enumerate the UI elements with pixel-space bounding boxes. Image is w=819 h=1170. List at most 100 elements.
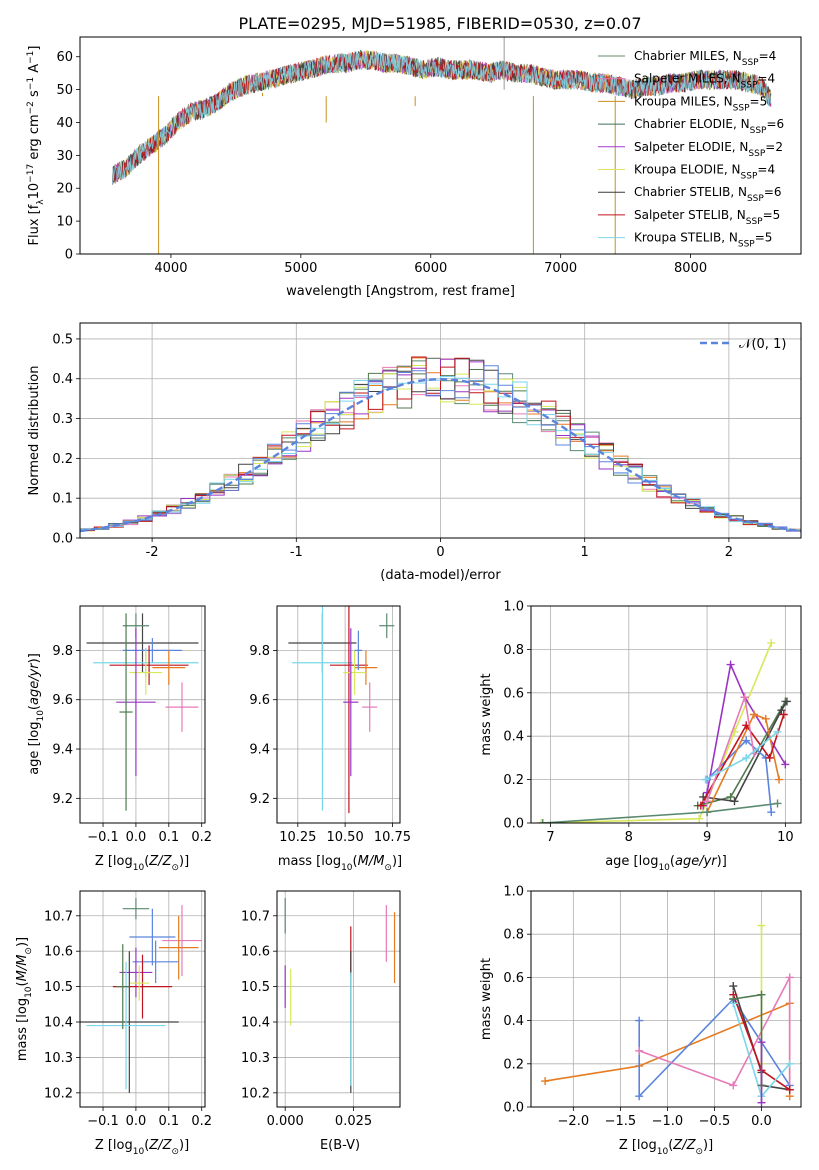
weight-point bbox=[742, 753, 751, 762]
y-tick-label: 9.4 bbox=[52, 743, 73, 758]
x-tick-label: 0.0 bbox=[126, 1114, 147, 1129]
x-tick-label: 0.025 bbox=[335, 1114, 372, 1129]
weight-point bbox=[703, 808, 712, 817]
weight-point bbox=[775, 775, 784, 784]
x-axis-label: mass [log10(M/M⊙)] bbox=[278, 854, 402, 873]
histogram-series bbox=[80, 365, 801, 532]
y-tick-label: 20 bbox=[56, 182, 73, 197]
y-tick-label: 0.8 bbox=[503, 643, 524, 658]
weight-point bbox=[773, 799, 782, 808]
x-tick-label: 0 bbox=[436, 545, 444, 560]
errorbars bbox=[284, 898, 396, 1093]
y-tick-label: 30 bbox=[56, 149, 73, 164]
errorbars bbox=[86, 613, 199, 811]
weight-point bbox=[730, 797, 739, 806]
weight-point bbox=[779, 710, 788, 719]
weight-line bbox=[703, 701, 788, 803]
spectrum-panel: 4000 5000 6000 7000 8000 0 10 20 30 40 50 60 wavelen… bbox=[26, 36, 802, 299]
x-tick-label: 6000 bbox=[414, 261, 447, 276]
y-tick-label: 9.8 bbox=[52, 644, 73, 659]
x-tick-label: 1 bbox=[581, 545, 589, 560]
y-tick-label: 10.3 bbox=[241, 1051, 270, 1066]
weight-point bbox=[726, 792, 735, 801]
weight-point bbox=[541, 1077, 550, 1086]
x-tick-label: −0.1 bbox=[87, 830, 119, 845]
axes-frame bbox=[530, 890, 802, 1108]
errorbars bbox=[288, 606, 395, 814]
x-tick-label: 0.2 bbox=[191, 830, 212, 845]
weight-point bbox=[777, 706, 786, 715]
x-tick-label: -1 bbox=[290, 545, 303, 560]
legend-label: Kroupa ELODIE, NSSP=4 bbox=[634, 163, 775, 182]
y-tick-label: 1.0 bbox=[503, 600, 524, 615]
age_vs_Z-panel: −0.1 0.0 0.1 0.2 9.2 9.4 9.6 9.8 Z [log10(Z/Z⊙)]… bbox=[27, 605, 212, 873]
y-tick-label: 10.6 bbox=[44, 945, 73, 960]
y-tick-label: 10.2 bbox=[44, 1086, 73, 1101]
x-axis-label: age [log10(age/yr)] bbox=[605, 854, 727, 873]
y-axis-label: mass weight bbox=[479, 958, 494, 1040]
weight-point bbox=[701, 775, 710, 784]
x-tick-label: −1.5 bbox=[605, 1114, 637, 1129]
weight-point bbox=[537, 819, 546, 823]
x-tick-label: 8000 bbox=[674, 261, 707, 276]
y-tick-label: 10.7 bbox=[241, 909, 270, 924]
weight-point bbox=[781, 760, 790, 769]
x-tick-label: 10 bbox=[777, 830, 794, 845]
weight-point bbox=[757, 1098, 766, 1107]
x-tick-label: 0.1 bbox=[158, 1114, 179, 1129]
legend-label: Salpeter STELIB, NSSP=5 bbox=[634, 208, 780, 227]
y-tick-label: 0.8 bbox=[503, 928, 524, 943]
x-axis-label: Z [log10(Z/Z⊙)] bbox=[95, 854, 189, 873]
weight-point bbox=[696, 801, 705, 810]
legend-label: Chabrier STELIB, NSSP=6 bbox=[634, 185, 782, 204]
y-axis-label: age [log10(age/yr)] bbox=[27, 653, 46, 775]
y-tick-label: 10.3 bbox=[44, 1051, 73, 1066]
legend-label: Chabrier ELODIE, NSSP=6 bbox=[634, 117, 784, 136]
x-tick-label: 10.25 bbox=[279, 830, 316, 845]
weight-point bbox=[729, 1081, 738, 1090]
x-tick-label: 7 bbox=[546, 830, 554, 845]
weight-point bbox=[729, 995, 738, 1003]
y-tick-label: 0.2 bbox=[503, 773, 524, 788]
residuals-panel: -2 -1 0 1 2 0.0 0.1 0.2 0.3 0.4 0.5 (data-model)/er… bbox=[27, 322, 802, 583]
weight-point bbox=[742, 736, 751, 745]
weight-point bbox=[761, 714, 770, 723]
errorbars bbox=[80, 898, 202, 1093]
mass_vs_Z-panel: −0.1 0.0 0.1 0.2 10.2 10.3 10.4 10.5 10.6 10.7 Z [… bbox=[15, 890, 212, 1157]
x-axis-label: Z [log10(Z/Z⊙)] bbox=[619, 1138, 713, 1157]
x-tick-label: 0.000 bbox=[267, 1114, 304, 1129]
y-tick-label: 0.2 bbox=[52, 452, 73, 467]
y-tick-label: 1.0 bbox=[503, 885, 524, 900]
y-tick-label: 0.4 bbox=[503, 730, 524, 745]
weight-point bbox=[729, 982, 738, 991]
weight-point bbox=[695, 814, 704, 823]
weight-point bbox=[635, 1046, 644, 1055]
y-tick-label: 9.6 bbox=[249, 693, 270, 708]
y-axis-label: Normed distribution bbox=[27, 366, 42, 496]
y-tick-label: 10.7 bbox=[44, 909, 73, 924]
y-tick-label: 50 bbox=[56, 83, 73, 98]
weight-point bbox=[740, 693, 749, 702]
y-tick-label: 9.4 bbox=[249, 743, 270, 758]
weight-point bbox=[773, 727, 782, 736]
x-tick-label: 0.2 bbox=[191, 1114, 212, 1129]
weight-line bbox=[700, 714, 785, 806]
weight-point bbox=[538, 819, 547, 823]
x-tick-label: −0.1 bbox=[87, 1114, 119, 1129]
x-tick-label: 0.0 bbox=[126, 830, 147, 845]
weight-point bbox=[757, 1038, 766, 1047]
weight_vs_Z-panel: −2.0 −1.5 −1.0 −0.5 0.0 0.0 0.2 0.4 0.6 0.8 1.0 mas… bbox=[479, 885, 802, 1157]
y-tick-label: 9.2 bbox=[249, 792, 270, 807]
weight-point bbox=[782, 697, 791, 706]
x-tick-label: 10.75 bbox=[374, 830, 411, 845]
figure-title: PLATE=0295, MJD=51985, FIBERID=0530, z=0… bbox=[238, 14, 641, 33]
legend-label: Kroupa STELIB, NSSP=5 bbox=[634, 231, 772, 250]
weight-point bbox=[765, 753, 774, 762]
x-tick-label: 0.0 bbox=[751, 1114, 772, 1129]
weight-point bbox=[635, 1092, 644, 1101]
y-tick-label: 10.6 bbox=[241, 945, 270, 960]
weight_vs_age-panel: 7 8 9 10 0.0 0.2 0.4 0.6 0.8 1.0 mass weight age [l… bbox=[479, 600, 802, 873]
x-axis-label: wavelength [Angstrom, rest frame] bbox=[286, 284, 515, 299]
y-tick-label: 0 bbox=[65, 248, 73, 263]
weight-point bbox=[785, 973, 794, 982]
